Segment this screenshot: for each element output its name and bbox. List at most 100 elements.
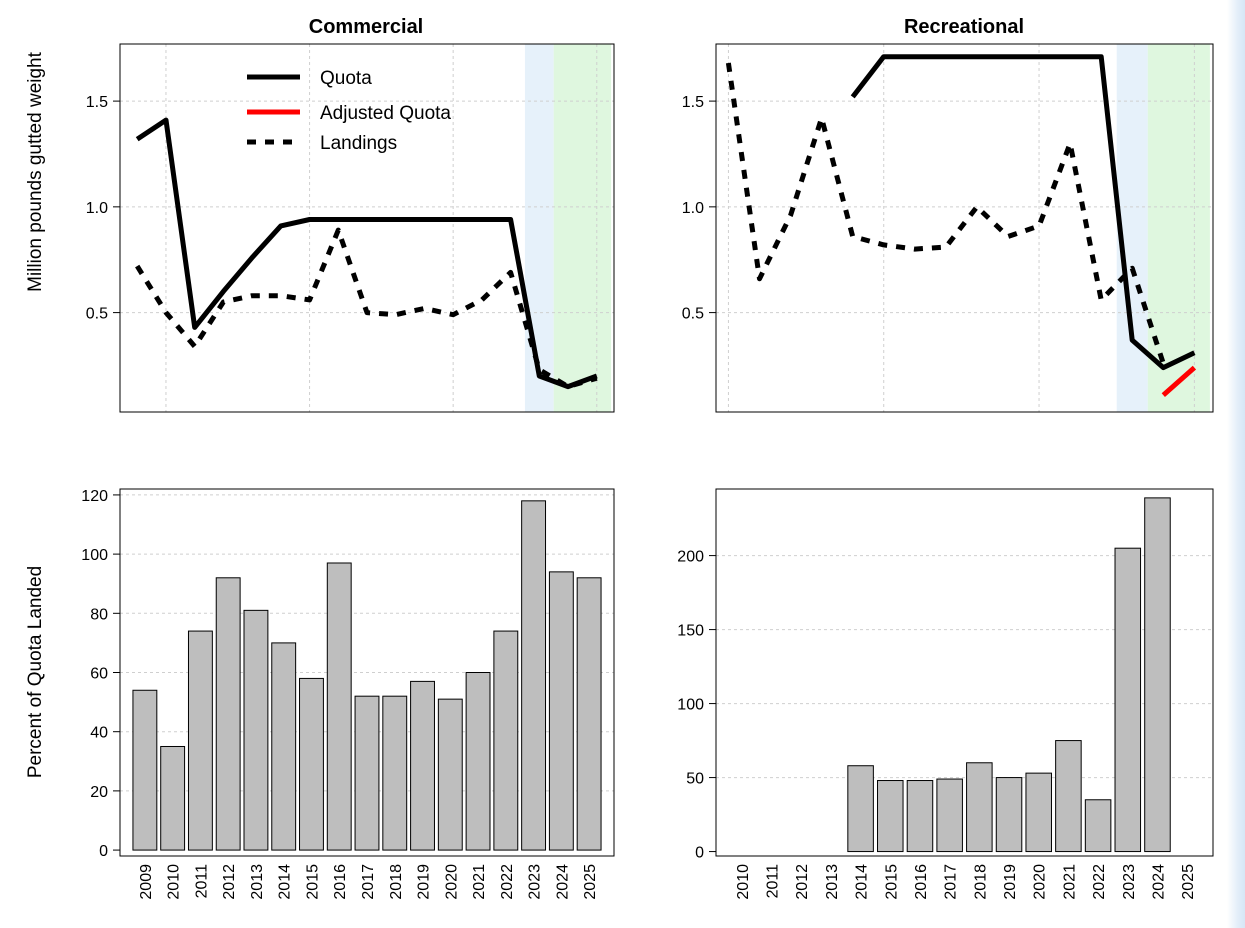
- commercial-bars-panel: 0 20 40 60 80 100 120 2009 2010 2011 2012 2013 2014 2…: [81, 488, 615, 900]
- bar-2025: [576, 577, 602, 851]
- x-tick-label: 2016: [913, 864, 930, 900]
- bar-2020: [437, 698, 463, 851]
- bar-2015: [299, 677, 324, 851]
- bar-2010: [160, 745, 186, 851]
- bar-2019: [995, 777, 1023, 853]
- bar-2017: [936, 778, 963, 853]
- x-tick-label: 2018: [972, 864, 989, 900]
- ylabel-bottom: Percent of Quota Landed: [25, 566, 46, 778]
- y-tick-label: 0: [99, 843, 108, 860]
- series-adjusted-quota: [1161, 365, 1197, 397]
- x-tick-label: 2022: [499, 864, 516, 900]
- x-tick-label: 2014: [854, 864, 871, 900]
- series-quota: [850, 54, 1196, 371]
- bar-2016: [906, 780, 934, 853]
- y-tick-label: 1.5: [682, 94, 704, 111]
- y-tick-label: 50: [686, 771, 704, 788]
- y-tick-label: 40: [90, 725, 108, 742]
- bar-2013: [243, 609, 269, 851]
- y-tick-label: 100: [81, 547, 108, 564]
- y-tick-label: 200: [677, 549, 704, 566]
- plot-frame: [119, 43, 615, 413]
- y-tick-label: 20: [90, 784, 108, 801]
- x-tick-label: 2011: [765, 864, 782, 899]
- x-tick-label: 2025: [1180, 864, 1197, 900]
- y-tick-label: 150: [677, 623, 704, 640]
- bar-2014: [271, 642, 297, 851]
- ylabel-top: Million pounds gutted weight: [25, 51, 46, 291]
- x-tick-label: 2013: [249, 864, 266, 900]
- bar-2011: [187, 630, 213, 851]
- bar-2023: [521, 500, 547, 851]
- series-landings: [135, 227, 598, 390]
- y-tick-label: 0: [695, 845, 704, 862]
- page-edge-decoration: [1227, 0, 1245, 928]
- x-tick-label: 2016: [332, 864, 349, 900]
- bar-2022: [1084, 799, 1112, 853]
- shaded-period-green: [553, 44, 612, 412]
- plot-frame: [715, 488, 1214, 857]
- bar-2020: [1025, 772, 1052, 853]
- legend: Quota Adjusted Quota Landings: [247, 68, 451, 154]
- x-tick-label: 2011: [193, 864, 210, 899]
- y-tick-label: 1.0: [86, 200, 108, 217]
- x-tick-label: 2025: [582, 864, 599, 900]
- commercial-lines-panel: 0.5 1.0 1.5: [86, 43, 615, 413]
- bar-2017: [354, 695, 380, 851]
- x-tick-label: 2014: [277, 864, 294, 900]
- x-tick-label: 2017: [943, 864, 960, 900]
- legend-quota-label: Quota: [320, 68, 372, 89]
- bar-2012: [215, 577, 241, 851]
- x-tick-label: 2021: [1061, 864, 1078, 900]
- x-tick-label: 2009: [138, 864, 155, 900]
- x-tick-label: 2020: [443, 864, 460, 900]
- bar-2022: [493, 630, 519, 851]
- legend-adjusted-label: Adjusted Quota: [320, 103, 451, 124]
- x-tick-label: 2023: [1121, 864, 1138, 900]
- plot-frame: [715, 43, 1214, 413]
- recreational-lines-panel: 0.5 1.0 1.5: [682, 43, 1214, 413]
- y-tick-label: 100: [677, 697, 704, 714]
- bar-2023: [1114, 547, 1142, 853]
- legend-landings-label: Landings: [320, 133, 397, 154]
- series-landings: [725, 62, 1166, 365]
- x-tick-label: 2018: [388, 864, 405, 900]
- x-tick-label: 2024: [1151, 864, 1168, 900]
- bar-2016: [326, 562, 352, 851]
- x-tick-label: 2017: [360, 864, 377, 900]
- x-tick-label: 2010: [166, 864, 183, 900]
- bar-2014: [847, 765, 874, 853]
- x-tick-label: 2012: [221, 864, 238, 900]
- x-tick-label: 2012: [794, 864, 811, 900]
- x-tick-label: 2022: [1091, 864, 1108, 900]
- x-tick-label: 2015: [305, 864, 322, 900]
- bar-2009: [132, 689, 158, 851]
- y-tick-label: 60: [90, 666, 108, 683]
- bar-2024: [1144, 497, 1171, 853]
- title-commercial: Commercial: [309, 16, 424, 38]
- y-tick-label: 0.5: [86, 306, 108, 323]
- y-tick-label: 120: [81, 488, 108, 505]
- bar-2018: [966, 762, 993, 853]
- x-tick-label: 2021: [471, 864, 488, 900]
- y-tick-label: 1.5: [86, 94, 108, 111]
- series-quota: [135, 117, 598, 390]
- y-tick-label: 80: [90, 606, 108, 623]
- recreational-bars-panel: 0 50 100 150 200 2010 2011 2012 2013 2014 2015 2016…: [677, 488, 1214, 900]
- x-tick-label: 2024: [554, 864, 571, 900]
- x-tick-label: 2019: [416, 864, 433, 900]
- bar-2019: [410, 680, 435, 851]
- x-tick-label: 2015: [883, 864, 900, 900]
- plot-frame: [119, 488, 615, 857]
- bar-2021: [1055, 740, 1082, 853]
- bar-2015: [877, 780, 904, 853]
- title-recreational: Recreational: [904, 16, 1024, 38]
- bar-2021: [465, 672, 491, 851]
- x-tick-label: 2010: [735, 864, 752, 900]
- x-tick-label: 2019: [1002, 864, 1019, 900]
- y-tick-label: 0.5: [682, 306, 704, 323]
- shaded-period-blue: [524, 44, 554, 412]
- y-tick-label: 1.0: [682, 200, 704, 217]
- x-tick-label: 2013: [824, 864, 841, 900]
